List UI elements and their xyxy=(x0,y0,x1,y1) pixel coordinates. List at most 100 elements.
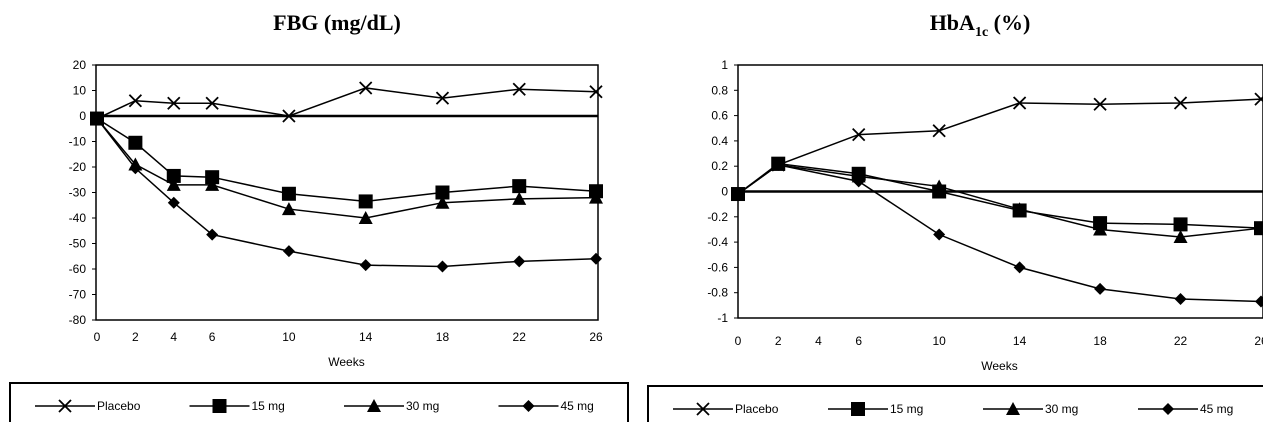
legend-box xyxy=(9,382,629,422)
y-tick-label: -0.2 xyxy=(707,210,728,224)
legend-label: 30 mg xyxy=(1045,402,1078,416)
fbg-chart: FBG (mg/dL) 20100-10-20-30-40-50-60-70-8… xyxy=(9,10,629,422)
legend-marker xyxy=(851,402,865,416)
data-point xyxy=(732,188,744,201)
data-point xyxy=(167,196,180,209)
x-axis-label: Weeks xyxy=(981,359,1017,373)
x-tick-label: 0 xyxy=(94,330,101,344)
data-point xyxy=(1173,96,1188,110)
y-tick-label: -50 xyxy=(69,237,87,251)
series-line xyxy=(737,164,1262,303)
hba1c-title-main: HbA xyxy=(930,10,975,35)
series-square xyxy=(90,111,603,209)
data-point xyxy=(1254,92,1263,106)
legend-marker xyxy=(696,402,710,416)
y-tick-label: -30 xyxy=(69,186,87,200)
x-tick-label: 10 xyxy=(282,330,296,344)
data-point xyxy=(167,96,181,110)
data-point xyxy=(852,175,865,188)
y-tick-label: -10 xyxy=(69,135,87,149)
data-point xyxy=(166,177,181,191)
data-point xyxy=(129,162,142,175)
y-tick-label: 0.2 xyxy=(711,159,728,173)
data-point xyxy=(358,211,373,224)
data-point xyxy=(589,190,603,204)
legend-box xyxy=(647,385,1263,422)
data-point xyxy=(91,112,103,125)
data-point xyxy=(1012,202,1027,216)
y-tick-label: 20 xyxy=(73,58,87,72)
series-line xyxy=(737,98,1262,195)
legend: Placebo 15 mg 30 mg 45 mg xyxy=(647,385,1263,422)
x-tick-label: 18 xyxy=(1093,334,1107,348)
data-point xyxy=(281,202,296,216)
legend-marker xyxy=(1006,402,1020,415)
series-x xyxy=(90,81,603,126)
data-point xyxy=(1173,217,1188,232)
legend-label: 30 mg xyxy=(406,399,439,413)
data-point xyxy=(358,194,373,209)
x-tick-label: 22 xyxy=(513,330,527,344)
data-point xyxy=(205,177,220,191)
legend-label: Placebo xyxy=(97,399,141,413)
y-tick-label: -20 xyxy=(69,160,87,174)
y-tick-label: 0.4 xyxy=(711,134,728,148)
data-point xyxy=(1174,293,1187,306)
x-tick-label: 18 xyxy=(436,330,450,344)
legend-label: 45 mg xyxy=(1200,402,1233,416)
data-point xyxy=(589,85,603,99)
y-tick-label: 0 xyxy=(721,185,728,199)
legend-marker xyxy=(58,399,72,413)
data-point xyxy=(1255,295,1263,308)
hba1c-title-suffix: (%) xyxy=(988,10,1030,35)
x-tick-label: 14 xyxy=(1013,334,1027,348)
data-point xyxy=(166,168,181,183)
x-tick-label: 10 xyxy=(932,334,946,348)
legend: Placebo 15 mg 30 mg 45 mg xyxy=(9,382,629,422)
y-tick-label: -80 xyxy=(69,313,87,327)
data-point xyxy=(1012,96,1027,110)
data-point xyxy=(512,82,526,96)
y-tick-label: -70 xyxy=(69,288,87,302)
data-point xyxy=(1093,97,1107,111)
data-point xyxy=(1013,261,1026,274)
y-tick-label: -0.4 xyxy=(707,235,728,249)
data-point xyxy=(282,245,295,258)
data-point xyxy=(1094,282,1107,295)
data-point xyxy=(852,127,866,142)
x-tick-label: 26 xyxy=(589,330,603,344)
x-tick-label: 2 xyxy=(132,330,139,344)
series-diamond xyxy=(91,112,602,273)
x-axis-label: Weeks xyxy=(328,355,364,369)
y-tick-label: 0 xyxy=(79,109,86,123)
hba1c-chart-title: HbA1c (%) xyxy=(930,10,1031,40)
legend-marker xyxy=(212,399,227,413)
data-point xyxy=(359,259,372,272)
x-tick-label: 14 xyxy=(359,330,373,344)
series-line xyxy=(737,162,1262,229)
x-tick-label: 4 xyxy=(170,330,177,344)
data-point xyxy=(128,94,143,108)
x-tick-label: 26 xyxy=(1254,334,1263,348)
legend-label: 15 mg xyxy=(890,402,923,416)
y-tick-label: 1 xyxy=(721,58,728,72)
y-tick-label: 0.6 xyxy=(711,109,728,123)
y-tick-label: -1 xyxy=(717,311,728,325)
legend-marker xyxy=(367,399,381,412)
data-point xyxy=(590,252,602,265)
data-point xyxy=(359,81,373,95)
fbg-chart-title: FBG (mg/dL) xyxy=(273,10,401,35)
x-tick-label: 6 xyxy=(209,330,216,344)
data-point xyxy=(512,191,527,205)
x-tick-label: 22 xyxy=(1174,334,1188,348)
legend-marker xyxy=(522,400,535,412)
series-x xyxy=(731,92,1263,201)
data-point xyxy=(932,179,947,193)
data-point xyxy=(435,91,450,105)
y-tick-label: -0.6 xyxy=(707,260,728,274)
data-point xyxy=(435,195,450,209)
data-point xyxy=(281,186,296,201)
x-tick-label: 6 xyxy=(855,334,862,348)
data-point xyxy=(1173,230,1188,244)
data-point xyxy=(1093,222,1108,236)
